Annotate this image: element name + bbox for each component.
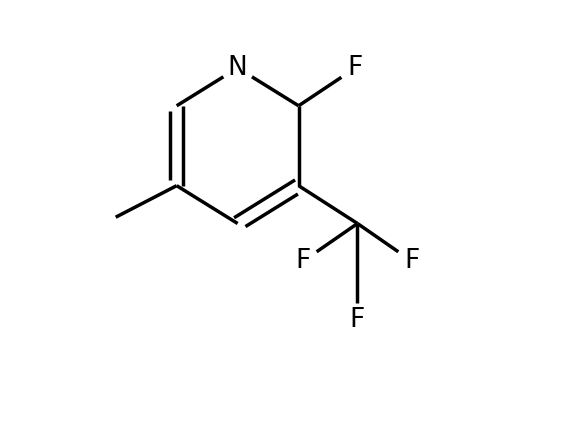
Text: F: F xyxy=(404,248,420,274)
Text: F: F xyxy=(295,248,311,274)
Text: F: F xyxy=(348,55,363,81)
Text: N: N xyxy=(228,55,248,81)
Text: F: F xyxy=(350,307,365,333)
